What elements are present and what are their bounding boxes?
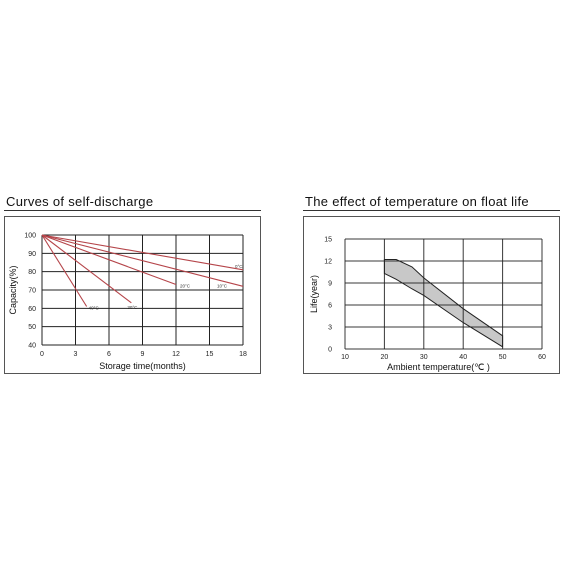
- self-discharge-frame: [4, 216, 261, 374]
- y-tick-label: 90: [28, 251, 36, 258]
- y-tick-label: 0: [328, 347, 332, 354]
- y-tick-label: 80: [28, 269, 36, 276]
- x-tick-label: 60: [538, 354, 546, 361]
- y-tick-label: 60: [28, 306, 36, 313]
- y-tick-label: 9: [328, 281, 332, 288]
- series-line: [41, 234, 88, 307]
- float-life-frame: [303, 216, 560, 374]
- y-axis-label: Life(year): [309, 275, 319, 313]
- x-tick-label: 20: [381, 354, 389, 361]
- y-tick-label: 12: [324, 259, 332, 266]
- series-line: [41, 234, 177, 286]
- x-tick-label: 18: [239, 351, 247, 358]
- x-tick-label: 6: [107, 351, 111, 358]
- x-axis-label: Storage time(months): [99, 361, 186, 371]
- series-label: 40°C: [89, 306, 100, 311]
- y-tick-label: 40: [28, 343, 36, 350]
- float-life-band: [383, 259, 504, 348]
- x-tick-label: 15: [206, 351, 214, 358]
- x-axis-label: Ambient temperature(℃ ): [387, 362, 490, 372]
- float-life-title: The effect of temperature on float life: [305, 194, 529, 209]
- x-tick-label: 9: [141, 351, 145, 358]
- y-tick-label: 6: [328, 303, 332, 310]
- series-line: [41, 234, 132, 304]
- x-tick-label: 40: [459, 354, 467, 361]
- series-label: 20°C: [180, 284, 191, 289]
- y-tick-label: 3: [328, 325, 332, 332]
- x-tick-label: 30: [420, 354, 428, 361]
- x-tick-label: 0: [40, 351, 44, 358]
- float-life-title-rule: [303, 210, 560, 211]
- x-tick-label: 12: [172, 351, 180, 358]
- x-tick-label: 10: [341, 354, 349, 361]
- y-tick-label: 100: [24, 233, 36, 240]
- series-line: [41, 234, 244, 287]
- series-label: 0°C: [235, 264, 243, 269]
- x-tick-label: 3: [74, 351, 78, 358]
- series-line: [41, 234, 244, 271]
- y-tick-label: 50: [28, 324, 36, 331]
- y-tick-label: 70: [28, 288, 36, 295]
- y-tick-label: 15: [324, 237, 332, 244]
- y-axis-label: Capacity(%): [8, 265, 18, 314]
- series-label: 30°C: [127, 305, 138, 310]
- series-label: 10°C: [217, 283, 228, 288]
- self-discharge-title: Curves of self-discharge: [6, 194, 154, 209]
- x-tick-label: 50: [499, 354, 507, 361]
- self-discharge-title-rule: [4, 210, 261, 211]
